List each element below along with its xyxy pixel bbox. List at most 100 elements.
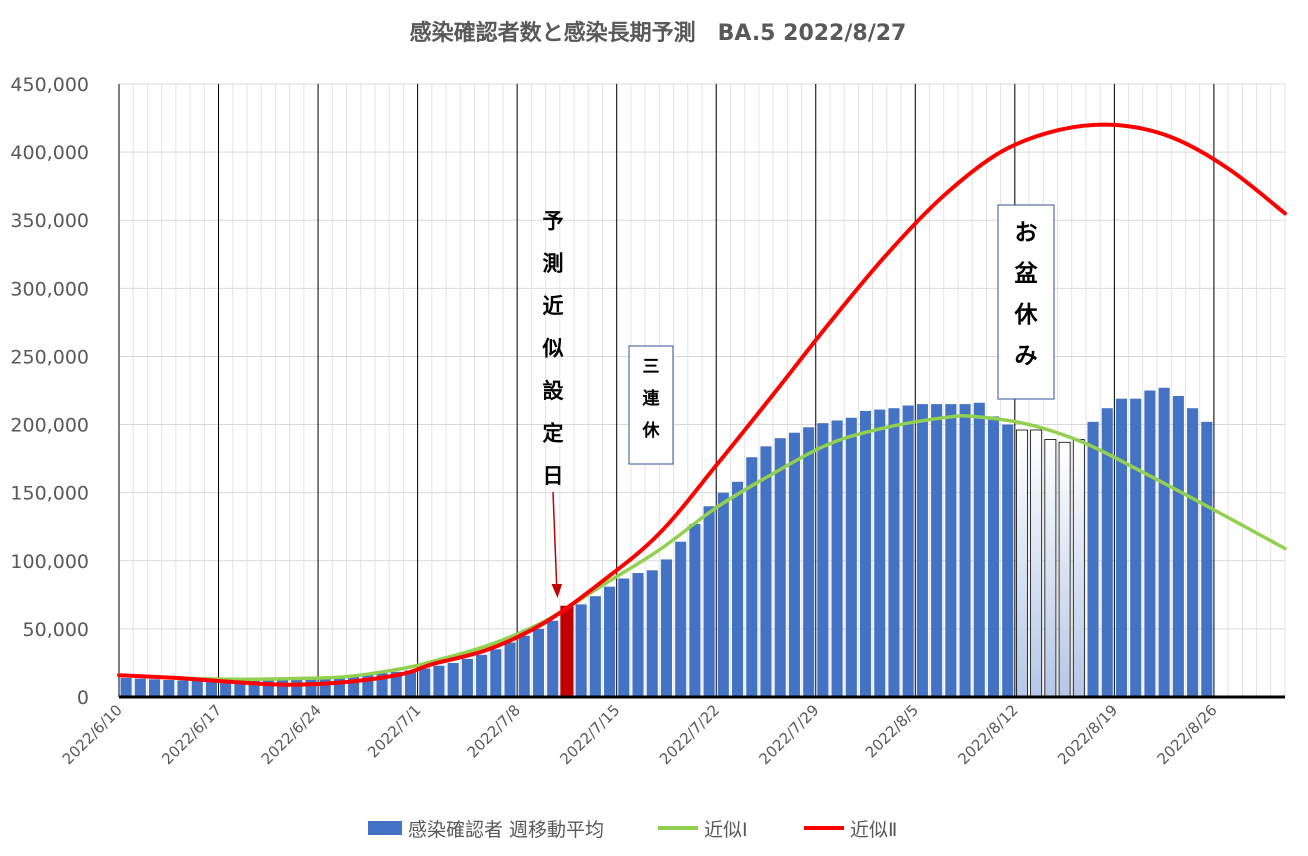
bar-2022/7/12 (575, 604, 587, 697)
x-tick-label: 2022/8/19 (1054, 701, 1121, 768)
bar-2022/7/23 (732, 481, 744, 697)
legend-label: 近似Ⅱ (850, 819, 897, 841)
bar-2022/7/20 (689, 523, 701, 697)
bar-2022/8/18 (1101, 408, 1113, 697)
bar-2022/7/2 (433, 665, 445, 697)
obon-label-char: お (1015, 220, 1038, 246)
y-tick-label: 100,000 (10, 551, 89, 573)
bar-2022/7/8 (518, 635, 530, 697)
legend-label: 近似Ⅰ (704, 819, 748, 841)
y-tick-label: 0 (77, 687, 89, 709)
obon-label-char: 盆 (1015, 260, 1039, 287)
x-tick-label: 2022/7/8 (464, 701, 524, 761)
x-tick-label: 2022/7/22 (656, 701, 723, 768)
y-tick-label: 200,000 (10, 415, 89, 437)
bar-2022/6/11 (134, 678, 146, 697)
bar-2022/7/15 (618, 578, 630, 697)
bar-2022/6/17 (220, 679, 232, 697)
bar-2022/7/27 (788, 432, 800, 697)
bar-2022/6/10 (120, 677, 132, 697)
bar-2022/6/15 (191, 680, 203, 697)
x-tick-label: 2022/8/12 (955, 701, 1022, 768)
bar-2022/7/29 (817, 423, 829, 697)
bar-2022/8/22 (1158, 387, 1170, 697)
bar-2022/6/19 (248, 678, 260, 697)
bar-2022/8/24 (1187, 408, 1199, 697)
y-tick-label: 150,000 (10, 483, 89, 505)
x-tick-label: 2022/7/29 (755, 701, 822, 768)
lines-layer (117, 122, 1287, 687)
bar-2022/6/21 (276, 677, 289, 697)
bar-2022/7/26 (774, 438, 786, 697)
x-tick-label: 2022/7/15 (556, 701, 623, 768)
bar-2022/8/1 (859, 410, 872, 697)
sanrenkyu-label-char: 三 (643, 357, 660, 377)
obon-label-char: み (1015, 343, 1038, 369)
bar-2022/7/21 (703, 506, 715, 697)
x-tick-label: 2022/6/17 (158, 701, 225, 768)
bar-2022/6/28 (376, 673, 388, 697)
obon-box (997, 204, 1055, 400)
bar-2022/8/11 (1002, 424, 1014, 697)
bar-2022/7/10 (547, 620, 559, 697)
x-tick-label: 2022/8/5 (862, 701, 922, 761)
prediction-label-char: 測 (543, 252, 564, 276)
y-tick-label: 450,000 (10, 74, 89, 96)
bar-2022/7/16 (632, 573, 644, 697)
bar-2022/6/14 (177, 680, 189, 697)
bar-2022/6/24 (319, 676, 331, 697)
bar-2022/7/24 (746, 457, 758, 697)
bar-2022/8/20 (1130, 398, 1142, 697)
y-tick-label: 250,000 (10, 346, 89, 368)
bar-2022/8/19 (1115, 398, 1128, 697)
bar-2022/7/13 (589, 596, 601, 697)
bar-2022/7/25 (760, 446, 772, 697)
bar-2022/8/8 (959, 404, 971, 697)
sanrenkyu-label: 三連休 (642, 357, 661, 441)
y-tick-label: 350,000 (10, 210, 89, 232)
bar-obon-2022/8/13 (1030, 429, 1043, 698)
bar-2022/7/14 (604, 586, 616, 697)
bar-2022/6/12 (149, 679, 161, 697)
bar-2022/7/4 (461, 658, 473, 697)
bar-prediction-date (560, 605, 574, 697)
bar-2022/8/10 (987, 416, 1000, 697)
bar-2022/8/3 (888, 408, 900, 697)
legend-layer: 感染確認者 週移動平均 近似Ⅰ 近似Ⅱ (368, 819, 897, 841)
bar-2022/8/21 (1144, 390, 1156, 697)
series-line-approx-1 (117, 414, 1287, 682)
bar-2022/8/2 (874, 409, 886, 697)
x-tick-label: 2022/6/24 (258, 701, 325, 768)
prediction-label-char: 予 (543, 209, 564, 233)
legend-swatch-bar (368, 821, 402, 835)
bars-layer (120, 387, 1213, 698)
bar-obon-2022/8/14 (1044, 439, 1057, 698)
bar-2022/7/19 (675, 541, 687, 697)
bar-2022/7/22 (717, 492, 729, 697)
bar-2022/6/27 (362, 674, 374, 697)
sanrenkyu-label-char: 休 (642, 420, 661, 441)
sanrenkyu-label-char: 連 (643, 388, 661, 409)
bar-2022/6/18 (234, 679, 246, 697)
bar-2022/7/9 (532, 628, 545, 697)
bar-2022/6/23 (305, 676, 317, 697)
bar-2022/6/20 (262, 677, 274, 697)
prediction-arrow-line (552, 491, 558, 595)
bar-2022/8/17 (1087, 421, 1099, 697)
bar-2022/8/4 (902, 405, 914, 697)
y-tick-label: 400,000 (10, 142, 89, 164)
bar-2022/6/25 (333, 676, 345, 697)
bar-2022/6/16 (205, 680, 217, 697)
prediction-label-char: 似 (542, 337, 564, 361)
bar-obon-2022/8/16 (1072, 439, 1085, 698)
bar-2022/8/6 (931, 404, 943, 697)
bar-2022/7/31 (845, 417, 857, 697)
bar-2022/7/30 (831, 420, 843, 697)
x-tick-label: 2022/6/10 (59, 701, 126, 768)
bar-2022/8/9 (973, 402, 985, 697)
bar-2022/6/26 (348, 675, 360, 697)
bar-2022/6/30 (404, 670, 417, 697)
prediction-label-char: 設 (543, 379, 565, 403)
